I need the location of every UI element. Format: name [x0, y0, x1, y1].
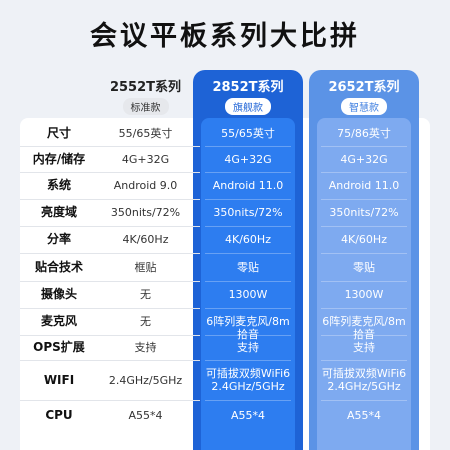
- row-divider: [20, 226, 200, 227]
- row-label: 内存/储存: [32, 152, 86, 166]
- row-divider: [20, 308, 200, 309]
- row-divider: [321, 360, 407, 361]
- row-divider: [321, 308, 407, 309]
- cell-value: 350nits/72%: [110, 206, 181, 219]
- cell-value: 4K/60Hz: [225, 233, 271, 246]
- row-divider: [205, 308, 291, 309]
- row-divider: [321, 400, 407, 401]
- row-label: 麦克风: [40, 314, 77, 328]
- cell-value: 55/65英寸: [118, 126, 173, 140]
- row-divider: [20, 360, 200, 361]
- column-2852t-body: [201, 118, 295, 450]
- column-name: 2852T系列: [212, 80, 284, 95]
- row-divider: [205, 335, 291, 336]
- column-2852t: [193, 70, 303, 450]
- cell-value: 4G+32G: [340, 152, 388, 166]
- row-divider: [321, 335, 407, 336]
- column-badge: 标准款: [122, 98, 169, 115]
- column-header-2852t: 2852T系列 旗舰款: [193, 76, 303, 115]
- cell-value: A55*4: [128, 408, 163, 422]
- cell-value: 4G+32G: [224, 152, 272, 166]
- cell-value: 2.4GHz/5GHz: [108, 373, 183, 387]
- cell-value: Android 11.0: [328, 179, 400, 192]
- cell-value: 4K/60Hz: [341, 233, 387, 246]
- row-label: 亮度域: [40, 205, 77, 219]
- row-divider: [321, 172, 407, 173]
- cell-value: 75/86英寸: [337, 126, 391, 140]
- row-divider: [20, 253, 200, 254]
- row-label: 贴合技术: [34, 260, 83, 274]
- cell-value: 零贴: [237, 260, 259, 274]
- cell-value: 1300W: [228, 288, 268, 301]
- cell-value: 1300W: [344, 288, 384, 301]
- column-2652t: [309, 70, 419, 450]
- row-divider: [20, 146, 200, 147]
- cell-value: 零贴: [353, 260, 375, 274]
- column-name: 2552T系列: [109, 80, 182, 95]
- row-divider: [205, 172, 291, 173]
- row-divider: [205, 226, 291, 227]
- cell-value: 6阵列麦克风/8m拾音: [206, 315, 290, 341]
- row-divider: [205, 199, 291, 200]
- cell-value: 55/65英寸: [221, 126, 275, 140]
- row-divider: [20, 172, 200, 173]
- row-divider: [321, 281, 407, 282]
- row-divider: [321, 226, 407, 227]
- column-badge: 旗舰款: [225, 98, 271, 115]
- row-divider: [20, 335, 200, 336]
- cell-value: 350nits/72%: [329, 206, 399, 219]
- cell-value: Android 9.0: [113, 179, 178, 192]
- cell-value: 无: [140, 288, 151, 301]
- row-label: OPS扩展: [33, 340, 85, 354]
- cell-value: 6阵列麦克风/8m拾音: [322, 315, 406, 341]
- cell-value: Android 11.0: [212, 179, 284, 192]
- cell-value: A55*4: [230, 408, 266, 422]
- row-label: WIFI: [43, 373, 75, 387]
- column-header-2652t: 2652T系列 智慧款: [309, 76, 419, 115]
- cell-value: 支持: [237, 341, 259, 354]
- cell-value: 350nits/72%: [213, 206, 283, 219]
- page-title: 会议平板系列大比拼: [90, 21, 360, 52]
- row-divider: [205, 281, 291, 282]
- cell-value: 无: [140, 315, 151, 328]
- row-divider: [321, 199, 407, 200]
- cell-value: 框贴: [134, 260, 157, 274]
- row-label: 尺寸: [46, 126, 71, 140]
- cell-value: 支持: [134, 341, 157, 354]
- column-2652t-body: [317, 118, 411, 450]
- row-label: 系统: [46, 178, 71, 192]
- row-divider: [205, 146, 291, 147]
- row-label: CPU: [45, 408, 73, 422]
- column-header-2552t: 2552T系列 标准款: [98, 76, 193, 115]
- cell-value: 支持: [353, 341, 375, 354]
- row-divider: [321, 146, 407, 147]
- column-badge: 智慧款: [341, 98, 387, 115]
- row-label: 摄像头: [40, 287, 77, 301]
- row-label: 分率: [46, 232, 71, 246]
- row-divider: [20, 199, 200, 200]
- cell-value: 可插拔双频WiFi6 2.4GHz/5GHz: [321, 367, 407, 393]
- cell-value: 4G+32G: [121, 152, 170, 166]
- column-name: 2652T系列: [328, 80, 400, 95]
- row-divider: [205, 253, 291, 254]
- cell-value: 4K/60Hz: [122, 233, 169, 246]
- row-divider: [321, 253, 407, 254]
- row-divider: [205, 400, 291, 401]
- row-divider: [205, 360, 291, 361]
- row-divider: [20, 281, 200, 282]
- cell-value: A55*4: [346, 408, 382, 422]
- row-divider: [20, 400, 200, 401]
- cell-value: 可插拔双频WiFi6 2.4GHz/5GHz: [205, 367, 291, 393]
